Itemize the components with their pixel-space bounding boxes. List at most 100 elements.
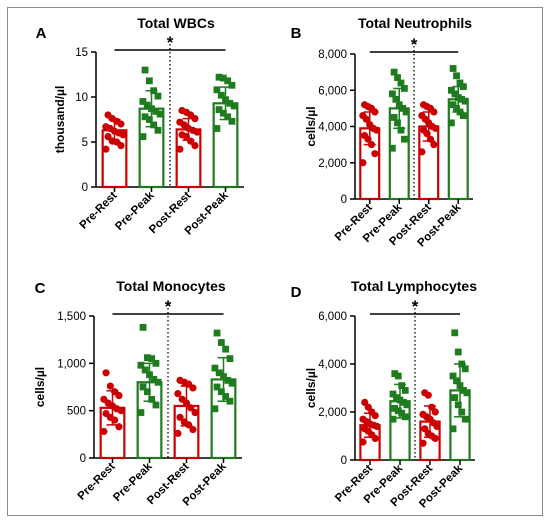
data-point (215, 369, 223, 377)
data-point (154, 378, 162, 386)
data-point (399, 104, 407, 112)
data-point (394, 372, 402, 380)
y-tick-label: 0 (341, 455, 347, 467)
data-point (215, 106, 223, 113)
data-point (418, 148, 426, 156)
data-point (420, 126, 428, 134)
chart-title: Total Lymphocytes (351, 278, 477, 294)
data-point (421, 425, 429, 433)
y-tick-label: 1,500 (57, 311, 86, 323)
y-tick-label: 4,000 (318, 359, 347, 371)
data-point (389, 415, 397, 423)
y-tick-label: 500 (67, 406, 86, 418)
data-point (447, 86, 455, 94)
data-point (388, 144, 396, 152)
data-point (454, 401, 462, 409)
y-tick-label: 5 (82, 137, 88, 149)
data-point (463, 389, 471, 397)
data-point (390, 114, 398, 121)
y-tick-label: 2,000 (318, 158, 347, 170)
data-point (228, 81, 236, 89)
data-point (189, 426, 197, 434)
data-point (213, 383, 221, 391)
data-point (451, 90, 459, 98)
data-point (394, 119, 401, 127)
data-point (389, 390, 397, 398)
data-point (391, 405, 399, 412)
data-point (156, 110, 164, 118)
data-point (154, 92, 162, 100)
chart-title: Total Neutrophils (358, 15, 472, 31)
data-point (141, 66, 149, 74)
data-point (401, 387, 409, 394)
panel-label: A (36, 25, 47, 42)
data-point (428, 403, 436, 411)
data-point (449, 65, 457, 72)
y-tick-label: 15 (75, 47, 88, 59)
significance-marker: * (411, 35, 418, 54)
data-point (420, 101, 428, 109)
data-point (228, 379, 236, 387)
data-point (458, 408, 466, 416)
data-point (222, 393, 230, 400)
data-point (104, 133, 112, 141)
data-point (139, 133, 147, 140)
data-point (453, 377, 460, 385)
data-point (224, 113, 232, 121)
y-axis-label: thousand/µl (53, 86, 67, 154)
data-point (451, 329, 459, 337)
data-point (388, 90, 396, 98)
data-point (154, 126, 162, 134)
data-point (430, 141, 438, 149)
data-point (137, 361, 145, 369)
data-point (174, 390, 182, 398)
data-point (152, 108, 160, 115)
panel-d: D Total Lymphocytes cells/µl 0 2,000 4,000 6,0… (291, 278, 478, 510)
data-point (449, 101, 457, 109)
data-point (224, 77, 232, 85)
data-point (152, 401, 160, 409)
data-point (100, 427, 108, 436)
data-point (102, 409, 110, 418)
data-point (176, 145, 184, 153)
data-point (361, 398, 369, 406)
data-point (178, 395, 186, 403)
y-tick-label: 0 (82, 182, 88, 194)
data-point (447, 119, 455, 127)
data-point (141, 113, 149, 121)
data-point (213, 125, 221, 132)
data-point (461, 365, 469, 373)
y-tick-label: 10 (75, 92, 88, 104)
y-tick-label: 6,000 (318, 85, 347, 97)
data-point (150, 376, 158, 383)
data-point (139, 383, 147, 391)
data-point (187, 404, 195, 412)
y-tick-label: 4,000 (318, 122, 347, 134)
y-tick-label: 2,000 (318, 407, 347, 419)
data-point (100, 395, 108, 403)
data-point (456, 79, 464, 87)
data-point (403, 401, 411, 409)
data-point (418, 112, 426, 120)
data-point (461, 415, 469, 423)
panel-label: B (291, 25, 302, 42)
data-point (211, 405, 219, 413)
data-point (191, 142, 199, 150)
y-tick-label: 6,000 (318, 311, 347, 323)
data-point (217, 91, 225, 99)
chart-title: Total WBCs (137, 15, 215, 31)
data-point (145, 77, 153, 85)
significance-marker: * (167, 33, 174, 52)
data-point (392, 95, 400, 103)
data-point (178, 131, 186, 139)
data-point (213, 86, 221, 94)
data-point (461, 97, 469, 105)
data-point (361, 425, 369, 433)
data-point (394, 407, 402, 415)
data-point (191, 408, 199, 417)
data-point (222, 345, 230, 353)
data-point (391, 370, 399, 377)
y-axis-label: cells/µl (304, 368, 318, 408)
data-point (397, 79, 405, 87)
